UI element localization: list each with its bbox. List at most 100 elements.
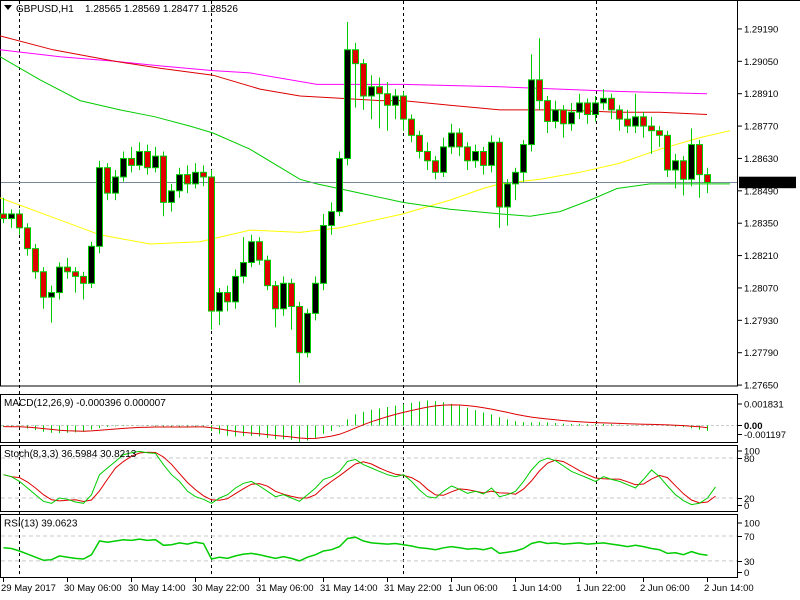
candle-down (288, 278, 295, 330)
macd-panel[interactable] (1, 400, 737, 442)
candle-down (272, 281, 279, 328)
candle-body (568, 111, 575, 125)
candle-up (248, 234, 255, 268)
candle-body (248, 241, 255, 264)
candle-down (416, 130, 423, 159)
candle-down (40, 267, 47, 309)
candle-body (696, 144, 703, 176)
candle-up (176, 167, 183, 198)
candle-down (200, 165, 207, 187)
time-axis-label: 31 May 14:00 (320, 583, 378, 594)
candle-body (208, 176, 215, 312)
candle-body (616, 109, 623, 120)
candle-body (704, 174, 711, 183)
candle-down (456, 128, 463, 157)
rsi-indicator-label: RSI(13) 39.0623 (4, 519, 78, 530)
time-axis-label: 31 May 22:00 (384, 583, 442, 594)
candle-down (536, 38, 543, 110)
candle-down (560, 105, 567, 138)
candle-up (120, 151, 127, 182)
candle-up (472, 144, 479, 168)
current-price-badge: 1.28526 (739, 176, 796, 189)
candle-up (112, 170, 119, 201)
candle-down (400, 91, 407, 131)
candle-down (616, 105, 623, 131)
candle-down (704, 167, 711, 194)
candle-body (416, 134, 423, 153)
candle-down (352, 42, 359, 108)
candle-body (184, 174, 191, 185)
time-axis-label: 31 May 06:00 (256, 583, 314, 594)
time-axis-label: 2 Jun 06:00 (640, 583, 690, 594)
candle-down (32, 244, 39, 279)
candle-body (232, 275, 239, 303)
candle-body (88, 245, 95, 284)
candle-down (256, 237, 263, 265)
candle-down (544, 96, 551, 134)
candle-up (528, 54, 535, 152)
candle-up (600, 89, 607, 110)
rsi-line (3, 536, 708, 562)
candle-body (424, 151, 431, 162)
candle-up (96, 160, 103, 254)
candle-up (448, 123, 455, 154)
rsi-axis-label: 70 (744, 532, 755, 543)
candle-body (584, 102, 591, 116)
time-axis-label: 30 May 06:00 (64, 583, 122, 594)
candle-body (104, 167, 111, 194)
candle-up (152, 146, 159, 173)
price-axis-label: 1.28770 (744, 122, 778, 133)
candle-body (192, 171, 199, 185)
main-price-panel[interactable] (0, 22, 737, 383)
stoch-axis-label: 0 (744, 501, 749, 512)
stoch-axis-label: 100 (744, 447, 760, 458)
time-axis-layer: 29 May 2017 30 May 06:00 30 May 14:00 30 Ma… (1, 577, 754, 594)
candle-down (80, 271, 87, 300)
candle-up (216, 287, 223, 325)
candle-up (488, 135, 495, 173)
candle-up (568, 102, 575, 131)
candle-down (0, 197, 7, 224)
candle-body (24, 227, 31, 250)
ma-green-line (0, 56, 730, 217)
time-axis-label: 2 Jun 14:00 (704, 583, 754, 594)
macd-axis-label: -0.001197 (744, 430, 786, 441)
candle-body (312, 282, 319, 314)
price-axis-label: 1.28630 (744, 154, 778, 165)
candle-down (432, 156, 439, 180)
stoch-signal-line (3, 451, 716, 504)
candle-body (256, 241, 263, 261)
candle-up (344, 22, 351, 166)
candle-body (480, 151, 487, 166)
chart-ohlc-quotes: 1.28565 1.28569 1.28477 1.28526 (85, 4, 238, 15)
time-axis-label: 1 Jun 06:00 (448, 583, 498, 594)
price-axis-label: 1.29050 (744, 57, 778, 68)
candle-body (56, 266, 63, 294)
candle-body (512, 171, 519, 185)
candle-body (8, 213, 15, 220)
candle-body (576, 102, 583, 113)
candle-body (448, 132, 455, 148)
candle-body (32, 248, 39, 273)
candle-up (520, 139, 527, 182)
candle-up (232, 269, 239, 309)
candle-down (264, 255, 271, 291)
candle-body (496, 141, 503, 208)
candle-body (632, 116, 639, 127)
candle-up (136, 142, 143, 171)
rsi-panel[interactable] (1, 535, 737, 562)
candle-up (328, 202, 335, 235)
candle-body (224, 292, 231, 303)
ma-yellow-line (0, 130, 731, 245)
candle-body (560, 109, 567, 125)
stochastic-panel[interactable] (1, 450, 737, 506)
chart-dropdown-triangle-icon[interactable] (4, 5, 12, 10)
candle-body (688, 144, 695, 180)
candle-body (296, 305, 303, 354)
candle-up (240, 237, 247, 284)
candle-body (368, 86, 375, 97)
candle-up (192, 163, 199, 189)
candle-body (152, 155, 159, 169)
candle-up (504, 179, 511, 226)
